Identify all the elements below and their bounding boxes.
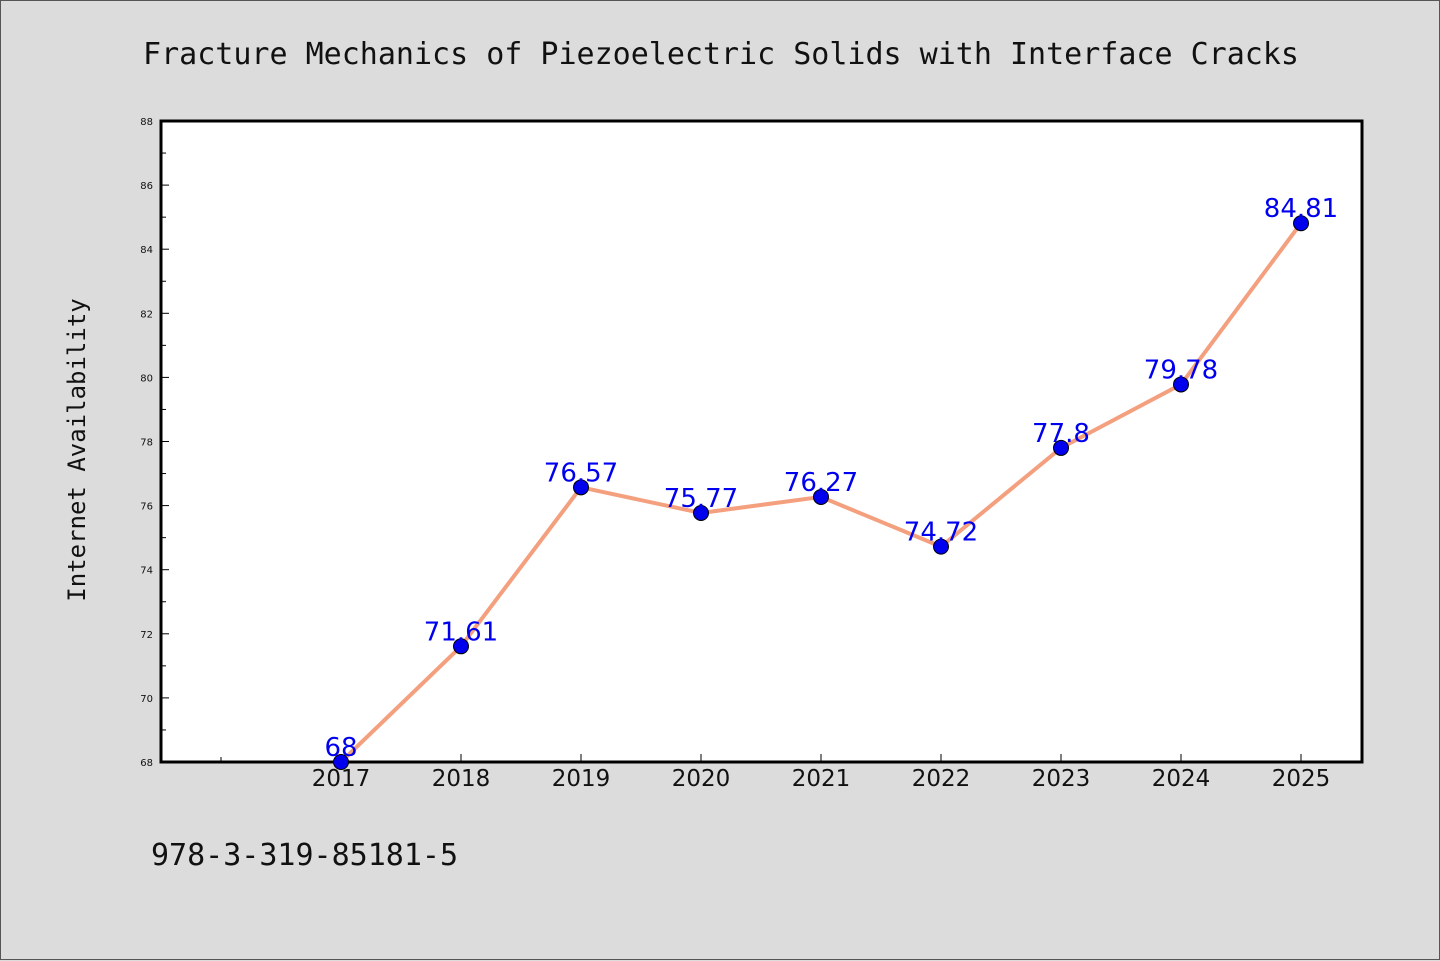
x-tick-label: 2018 xyxy=(432,766,491,792)
y-tick-label: 84 xyxy=(140,245,153,256)
y-tick-label: 74 xyxy=(140,566,153,577)
x-tick-label: 2023 xyxy=(1032,766,1091,792)
y-tick-label: 70 xyxy=(140,694,153,705)
y-tick-label: 76 xyxy=(140,502,153,513)
data-point xyxy=(453,638,469,655)
data-label: 76.57 xyxy=(544,458,618,488)
footer-isbn: 978-3-319-85181-5 xyxy=(151,838,458,873)
y-tick-label: 86 xyxy=(140,181,153,192)
x-tick-label: 2017 xyxy=(312,766,371,792)
data-point xyxy=(1173,376,1189,393)
chart-title: Fracture Mechanics of Piezoelectric Soli… xyxy=(143,37,1299,72)
data-label: 76.27 xyxy=(784,468,858,498)
data-points xyxy=(333,215,1309,770)
data-label: 77.8 xyxy=(1032,419,1090,449)
y-axis: 68 70 72 74 76 78 80 82 84 86 88 xyxy=(140,117,169,769)
x-tick-label: 2024 xyxy=(1152,766,1211,792)
data-label: 84.81 xyxy=(1264,194,1338,224)
y-axis-label: Internet Availability xyxy=(63,298,91,601)
x-tick-label: 2022 xyxy=(912,766,971,792)
y-tick-label: 88 xyxy=(140,117,153,128)
data-point xyxy=(933,538,949,555)
data-labels: 68 71.61 76.57 75.77 76.27 74.72 77.8 79.78 84.8… xyxy=(324,194,1338,763)
data-point xyxy=(333,754,349,770)
data-point xyxy=(573,479,589,496)
x-tick-label: 2021 xyxy=(792,766,851,792)
x-tick-label: 2025 xyxy=(1272,766,1331,792)
data-point xyxy=(1053,439,1069,456)
data-label: 68 xyxy=(324,733,357,763)
y-tick-label: 82 xyxy=(140,309,153,320)
y-tick-label: 72 xyxy=(140,630,153,641)
data-label: 74.72 xyxy=(904,518,978,548)
x-tick-label: 2020 xyxy=(672,766,731,792)
data-point xyxy=(1293,215,1309,232)
data-label: 79.78 xyxy=(1144,355,1218,385)
y-tick-label: 68 xyxy=(140,758,153,769)
plot-area xyxy=(159,119,1364,764)
y-tick-label: 80 xyxy=(140,373,153,384)
data-label: 75.77 xyxy=(664,484,738,514)
x-tick-label: 2019 xyxy=(552,766,611,792)
data-label: 71.61 xyxy=(424,617,498,647)
y-tick-label: 78 xyxy=(140,438,153,449)
data-point xyxy=(693,504,709,521)
x-axis: 2017 2018 2019 2020 2021 2022 2023 2024 2025 xyxy=(220,754,1331,792)
data-point xyxy=(813,488,829,505)
